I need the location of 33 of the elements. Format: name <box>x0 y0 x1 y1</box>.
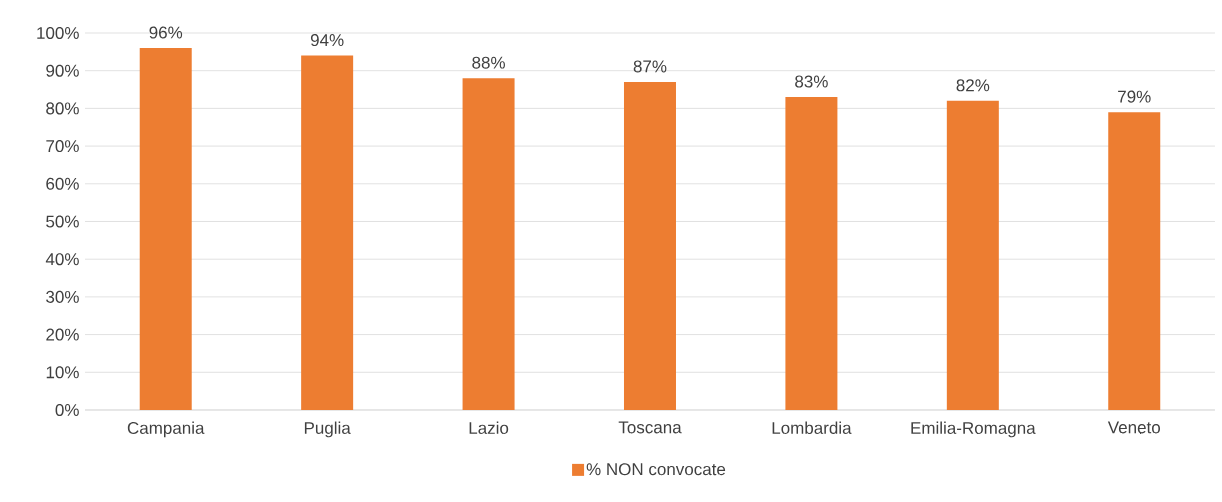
bar <box>462 78 515 410</box>
y-tick-label: 90% <box>46 64 79 77</box>
x-tick-label: Emilia-Romagna <box>911 421 1036 438</box>
y-tick-label: 100% <box>37 26 79 40</box>
x-tick-label: Campania <box>127 421 205 438</box>
data-label: 94% <box>310 34 344 47</box>
y-tick-label: 50% <box>46 215 79 228</box>
bar <box>946 100 999 410</box>
y-tick-label: 70% <box>46 140 79 153</box>
data-label: 88% <box>472 56 505 69</box>
x-tick-label: Puglia <box>304 421 351 438</box>
y-tick-label: 60% <box>46 177 79 190</box>
x-tick-label: Veneto <box>1107 421 1160 434</box>
y-tick-label: 80% <box>46 102 79 115</box>
bar <box>139 48 192 410</box>
x-tick-label: Lazio <box>469 421 509 435</box>
y-tick-label: 20% <box>46 328 79 341</box>
x-tick-label: Lombardia <box>772 421 852 435</box>
data-label: 87% <box>633 60 667 73</box>
y-tick-label: 0% <box>55 403 79 417</box>
data-label: 82% <box>956 79 990 92</box>
data-label: 83% <box>795 75 828 88</box>
bar <box>623 82 676 410</box>
y-tick-label: 30% <box>46 290 79 303</box>
data-label: 79% <box>1118 90 1151 103</box>
y-tick-label: 10% <box>46 366 79 379</box>
bar <box>785 97 838 410</box>
data-label: 96% <box>149 26 183 39</box>
legend-label: % NON convocate <box>586 463 726 476</box>
bar <box>1108 112 1161 410</box>
bar <box>301 55 354 410</box>
y-tick-label: 40% <box>45 253 79 266</box>
x-tick-label: Toscana <box>618 421 682 434</box>
